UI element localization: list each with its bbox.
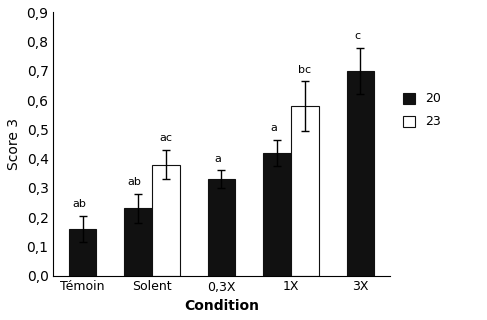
Text: c: c: [354, 31, 360, 41]
Text: a: a: [270, 123, 277, 133]
Text: ab: ab: [128, 177, 142, 187]
X-axis label: Condition: Condition: [184, 299, 259, 313]
Bar: [152, 164, 180, 276]
Y-axis label: Score 3: Score 3: [7, 118, 21, 170]
Bar: [69, 229, 96, 276]
Bar: [263, 153, 291, 276]
Text: a: a: [215, 154, 222, 164]
Text: bc: bc: [298, 65, 311, 75]
Legend: 20, 23: 20, 23: [403, 92, 441, 128]
Bar: [124, 208, 152, 276]
Text: ab: ab: [72, 199, 86, 209]
Bar: [291, 106, 318, 276]
Bar: [347, 71, 375, 276]
Text: ac: ac: [159, 133, 172, 143]
Bar: [207, 179, 235, 276]
